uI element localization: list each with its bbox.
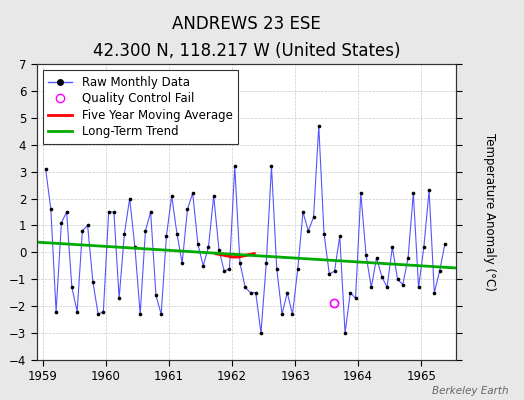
Point (41, 166, 50, 172)
Point (173, 230, 181, 237)
Point (199, 263, 208, 269)
Point (189, 190, 197, 196)
Point (194, 241, 202, 248)
Point (210, 193, 218, 199)
Point (125, 195, 134, 202)
Point (236, 260, 244, 266)
Point (373, 254, 381, 261)
Point (435, 268, 444, 274)
Point (104, 209, 113, 215)
Point (262, 260, 270, 266)
Y-axis label: Temperature Anomaly (°C): Temperature Anomaly (°C) (483, 133, 496, 291)
Point (357, 190, 365, 196)
Point (78, 228, 86, 234)
Point (120, 230, 128, 237)
Point (414, 284, 423, 290)
Point (404, 254, 412, 261)
Legend: Raw Monthly Data, Quality Control Fail, Five Year Moving Average, Long-Term Tren: Raw Monthly Data, Quality Control Fail, … (42, 70, 238, 144)
Point (278, 311, 286, 318)
Point (409, 190, 418, 196)
Point (283, 290, 291, 296)
Point (314, 123, 323, 129)
Point (330, 268, 339, 274)
Point (288, 311, 297, 318)
Point (83, 222, 92, 229)
Point (178, 260, 187, 266)
Point (231, 163, 239, 170)
Point (351, 295, 359, 301)
Point (246, 290, 255, 296)
Point (430, 290, 439, 296)
Point (341, 330, 350, 336)
Point (420, 244, 428, 250)
Point (94, 311, 102, 318)
Point (52, 308, 60, 315)
Point (272, 265, 281, 272)
Point (309, 214, 318, 220)
Point (130, 244, 139, 250)
Point (394, 276, 402, 282)
Text: Berkeley Earth: Berkeley Earth (432, 386, 508, 396)
Point (267, 163, 276, 170)
Point (47, 206, 55, 212)
Point (388, 244, 397, 250)
Point (73, 308, 81, 315)
Point (62, 209, 71, 215)
Point (330, 300, 339, 307)
Point (299, 209, 307, 215)
Point (136, 311, 145, 318)
Point (425, 187, 433, 194)
Point (57, 220, 66, 226)
Point (325, 271, 333, 277)
Point (252, 290, 260, 296)
Point (257, 330, 265, 336)
Point (110, 209, 118, 215)
Title: ANDREWS 23 ESE
42.300 N, 118.217 W (United States): ANDREWS 23 ESE 42.300 N, 118.217 W (Unit… (93, 15, 400, 60)
Point (68, 284, 76, 290)
Point (320, 230, 328, 237)
Point (204, 244, 213, 250)
Point (215, 246, 223, 253)
Point (399, 282, 407, 288)
Point (115, 295, 123, 301)
Point (168, 193, 176, 199)
Point (89, 279, 97, 285)
Point (141, 228, 150, 234)
Point (241, 284, 249, 290)
Point (152, 292, 160, 299)
Point (335, 233, 344, 240)
Point (220, 268, 228, 274)
Point (225, 265, 234, 272)
Point (183, 206, 192, 212)
Point (383, 284, 391, 290)
Point (293, 265, 302, 272)
Point (162, 233, 171, 240)
Point (346, 290, 354, 296)
Point (157, 311, 166, 318)
Point (147, 209, 155, 215)
Point (99, 308, 107, 315)
Point (362, 252, 370, 258)
Point (378, 273, 386, 280)
Point (367, 284, 376, 290)
Point (441, 241, 449, 248)
Point (304, 228, 312, 234)
